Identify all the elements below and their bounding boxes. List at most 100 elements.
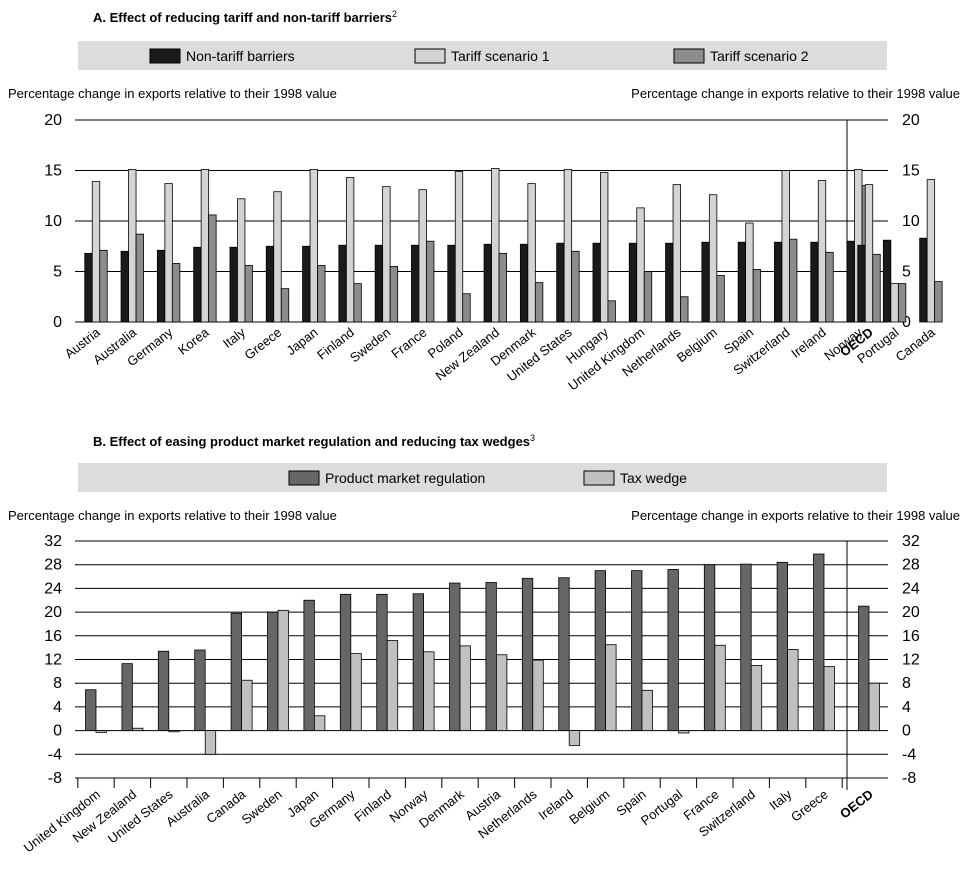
panel-b-y-tick-right: 0 xyxy=(902,723,911,740)
panel-b-bar-netherlands-product-market-regulation xyxy=(521,577,534,732)
panel-b-bar-new-zealand-tax-wedge xyxy=(131,727,144,731)
panel-a-bar-oecd-tariff-scenario-1 xyxy=(864,184,874,323)
panel-b-y-tick-left: -4 xyxy=(48,746,62,763)
panel-a-y-tick-right: 10 xyxy=(902,213,920,230)
panel-b-y-tick-right: 8 xyxy=(902,675,911,692)
panel-a-bar-norway-non-tariff-barriers xyxy=(846,240,855,323)
panel-a-legend-item-non-tariff-barriers: Non-tariff barriers xyxy=(149,48,295,64)
panel-b-legend-item-product-market-regulation: Product market regulation xyxy=(288,470,485,486)
panel-a-bar-japan-tariff-scenario-1 xyxy=(309,169,318,323)
panel-a-y-tick-right: 5 xyxy=(902,264,911,281)
panel-a-category-label-ireland: Ireland xyxy=(788,325,829,361)
panel-b-bar-norway-product-market-regulation xyxy=(412,593,425,731)
panel-b-left-axis-label: Percentage change in exports relative to… xyxy=(8,508,337,523)
panel-b-bar-ireland-tax-wedge xyxy=(568,730,581,746)
panel-a-bar-hungary-non-tariff-barriers xyxy=(592,242,601,323)
panel-b-legend: Product market regulation Tax wedge xyxy=(288,470,687,486)
panel-b-bar-france-tax-wedge xyxy=(714,644,726,732)
panel-a-bar-canada-tariff-scenario-1 xyxy=(926,179,936,323)
panel-b-y-tick-left: 12 xyxy=(44,652,62,669)
panel-a-legend-box xyxy=(78,41,887,70)
panel-a-category-label-canada: Canada xyxy=(893,324,939,364)
panel-a-legend-swatch-tariff-scenario-2 xyxy=(673,48,705,64)
panel-a-bar-greece-tariff-scenario-1 xyxy=(273,191,282,323)
panel-a-bar-spain-tariff-scenario-2 xyxy=(752,269,762,323)
panel-b-bar-finland-product-market-regulation xyxy=(376,593,388,732)
panel-a-title: A. Effect of reducing tariff and non-tar… xyxy=(93,9,397,25)
panel-a-bar-finland-tariff-scenario-2 xyxy=(353,283,362,323)
panel-a-bar-poland-tariff-scenario-1 xyxy=(454,171,464,323)
panel-b-legend-swatch-product-market-regulation xyxy=(288,470,320,486)
panel-a-y-tick-left: 10 xyxy=(44,213,62,230)
panel-b-bars xyxy=(85,553,880,755)
panel-b-bar-ireland-product-market-regulation xyxy=(558,577,570,731)
panel-b-right-axis-label: Percentage change in exports relative to… xyxy=(631,508,960,523)
panel-b-y-tick-left: 20 xyxy=(44,604,62,621)
panel-a-bar-austria-non-tariff-barriers xyxy=(84,252,93,323)
panel-a-category-label-italy: Italy xyxy=(220,324,248,351)
panel-a-bar-belgium-tariff-scenario-2 xyxy=(716,275,725,323)
panel-a-bar-finland-tariff-scenario-1 xyxy=(345,177,355,323)
panel-a-y-tick-right: 0 xyxy=(902,314,911,331)
panel-a-legend-label-tariff-scenario-2: Tariff scenario 2 xyxy=(710,48,809,64)
panel-b-bar-italy-product-market-regulation xyxy=(776,561,788,732)
panel-a-bar-greece-tariff-scenario-2 xyxy=(280,288,290,323)
panel-b-y-tick-right: -8 xyxy=(902,770,916,787)
panel-a: A. Effect of reducing tariff and non-tar… xyxy=(8,9,960,393)
panel-b-bar-oecd-product-market-regulation xyxy=(858,605,870,731)
panel-b-y-tick-left: 16 xyxy=(44,628,62,645)
panel-b-y-tick-right: -4 xyxy=(902,746,916,763)
panel-b-category-label-greece: Greece xyxy=(788,787,831,825)
panel-b-bar-austria-tax-wedge xyxy=(495,654,508,732)
panel-b-grid: -8 -8 -4 -4 0 0 4 4 8 8 12 12 16 16 20 20 24 24 28 28 32 32 xyxy=(44,533,920,790)
panel-a-bar-spain-non-tariff-barriers xyxy=(737,241,747,323)
panel-b-bar-italy-tax-wedge xyxy=(787,649,799,731)
panel-a-bar-canada-tariff-scenario-2 xyxy=(934,281,943,323)
panel-b-legend-swatch-tax-wedge xyxy=(583,470,615,486)
panel-b-bar-new-zealand-product-market-regulation xyxy=(121,663,133,732)
panel-a-bar-netherlands-tariff-scenario-2 xyxy=(680,296,689,323)
panel-b-bar-denmark-product-market-regulation xyxy=(449,582,461,732)
panel-a-bar-germany-tariff-scenario-2 xyxy=(171,263,181,323)
panel-a-bar-united-kingdom-tariff-scenario-1 xyxy=(636,207,645,323)
panel-b-y-tick-right: 16 xyxy=(902,628,920,645)
panel-a-bar-france-tariff-scenario-1 xyxy=(418,189,427,323)
panel-a-bar-germany-tariff-scenario-1 xyxy=(164,183,173,323)
panel-b-category-label-italy: Italy xyxy=(766,786,794,813)
panel-b-y-tick-left: 8 xyxy=(53,675,62,692)
panel-a-bar-ireland-non-tariff-barriers xyxy=(810,241,819,323)
panel-a-bar-hungary-tariff-scenario-2 xyxy=(607,300,616,323)
panel-a-bar-italy-tariff-scenario-1 xyxy=(237,198,246,323)
panel-a-bars xyxy=(84,168,943,323)
panel-a-y-tick-left: 20 xyxy=(44,112,62,129)
panel-b-title: B. Effect of easing product market regul… xyxy=(93,433,535,449)
panel-a-legend-label-non-tariff-barriers: Non-tariff barriers xyxy=(186,48,295,64)
panel-b-bar-denmark-tax-wedge xyxy=(459,645,471,731)
panel-b-category-label-portugal: Portugal xyxy=(638,786,685,828)
panel-a-legend-swatch-tariff-scenario-1 xyxy=(414,48,446,64)
panel-a-bar-portugal-non-tariff-barriers xyxy=(882,239,892,323)
panel-b-bar-united-kingdom-tax-wedge xyxy=(95,730,107,733)
panel-a-bar-new-zealand-tariff-scenario-2 xyxy=(498,252,507,323)
panel-a-bar-france-non-tariff-barriers xyxy=(411,244,420,323)
panel-a-category-label-sweden: Sweden xyxy=(347,325,393,366)
panel-a-y-tick-right: 20 xyxy=(902,112,920,129)
panel-a-bar-denmark-tariff-scenario-2 xyxy=(534,282,544,323)
panel-a-category-label-belgium: Belgium xyxy=(674,325,720,366)
panel-b-bar-greece-product-market-regulation xyxy=(813,553,825,731)
panel-b-category-label-oecd: OECD xyxy=(837,787,876,822)
panel-a-bar-germany-non-tariff-barriers xyxy=(156,249,166,323)
panel-b-bar-germany-product-market-regulation xyxy=(339,593,352,732)
panel-a-y-tick-right: 15 xyxy=(902,163,920,180)
panel-b-category-label-finland: Finland xyxy=(351,787,394,825)
panel-a-bar-japan-non-tariff-barriers xyxy=(302,245,311,323)
panel-a-category-label-france: France xyxy=(388,325,429,362)
panel-b-bar-germany-tax-wedge xyxy=(350,653,362,732)
panel-a-y-tick-left: 15 xyxy=(44,163,62,180)
panel-b-bar-oecd-tax-wedge xyxy=(868,682,880,732)
panel-a-y-tick-left: 5 xyxy=(53,264,62,281)
panel-a-bar-korea-non-tariff-barriers xyxy=(193,246,202,323)
panel-a-bar-oecd-non-tariff-barriers xyxy=(857,244,866,323)
